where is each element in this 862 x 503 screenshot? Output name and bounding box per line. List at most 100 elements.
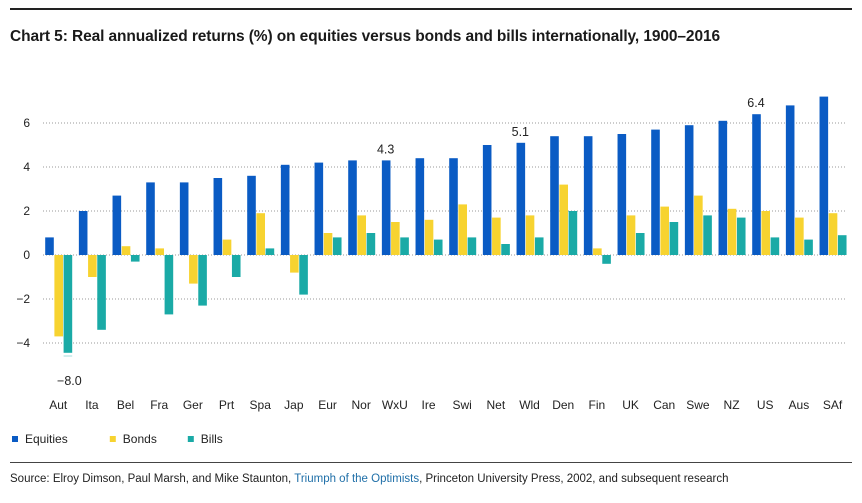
bar-bills bbox=[602, 255, 611, 264]
bar-bonds bbox=[357, 215, 366, 255]
bar-bills bbox=[366, 233, 376, 255]
bar-bills bbox=[703, 215, 712, 255]
x-tick-label: Swi bbox=[453, 398, 472, 412]
bar-bonds bbox=[222, 239, 232, 255]
chart-title: Chart 5: Real annualized returns (%) on … bbox=[10, 28, 721, 45]
bar-bills bbox=[130, 255, 140, 262]
bottom-rule bbox=[10, 462, 852, 463]
bar-equities bbox=[213, 178, 223, 255]
data-label: −8.0 bbox=[57, 374, 82, 388]
bar-bonds bbox=[828, 213, 838, 255]
x-tick-label: Den bbox=[552, 398, 574, 412]
x-tick-label: Aus bbox=[789, 398, 810, 412]
bar-bonds bbox=[626, 215, 636, 255]
bar-bonds bbox=[694, 195, 703, 255]
bar-bills bbox=[63, 255, 73, 357]
x-tick-label: Wld bbox=[519, 398, 540, 412]
bar-bonds bbox=[121, 246, 131, 255]
bar-equities bbox=[45, 237, 54, 255]
bar-bonds bbox=[323, 233, 333, 255]
bar-bills bbox=[837, 235, 847, 255]
x-tick-label: Nor bbox=[352, 398, 371, 412]
bar-equities bbox=[179, 182, 189, 255]
x-tick-label: Net bbox=[487, 398, 506, 412]
bar-equities bbox=[516, 142, 526, 255]
bar-bills bbox=[804, 239, 813, 255]
bar-bills bbox=[467, 237, 477, 255]
bar-bills bbox=[299, 255, 308, 295]
bar-equities bbox=[550, 136, 559, 255]
x-tick-label: US bbox=[757, 398, 774, 412]
legend-label-bills: Bills bbox=[201, 432, 223, 446]
x-tick-label: Bel bbox=[117, 398, 134, 412]
source-link[interactable]: Triumph of the Optimists bbox=[294, 473, 420, 485]
bar-bonds bbox=[256, 213, 265, 255]
bar-equities bbox=[348, 160, 357, 255]
bar-equities bbox=[146, 182, 155, 255]
bar-bonds bbox=[88, 255, 97, 277]
x-tick-label: Ita bbox=[85, 398, 99, 412]
bar-equities bbox=[314, 162, 324, 255]
y-tick-label: 4 bbox=[23, 160, 30, 174]
bar-bills bbox=[635, 233, 645, 255]
data-label: 6.4 bbox=[747, 96, 764, 110]
bar-bills bbox=[736, 217, 746, 255]
bar-bonds bbox=[290, 255, 299, 273]
bar-bonds bbox=[525, 215, 535, 255]
legend-swatch-bills bbox=[187, 436, 194, 442]
bar-equities bbox=[785, 105, 795, 256]
x-tick-label: Can bbox=[653, 398, 675, 412]
x-tick-label: Swe bbox=[686, 398, 710, 412]
x-tick-label: Aut bbox=[49, 398, 68, 412]
bar-equities bbox=[651, 129, 660, 255]
bar-equities bbox=[482, 145, 492, 255]
y-tick-label: −4 bbox=[16, 336, 30, 350]
x-tick-label: Ger bbox=[183, 398, 203, 412]
x-tick-label: Jap bbox=[284, 398, 304, 412]
bar-equities bbox=[752, 114, 761, 255]
data-label: 4.3 bbox=[377, 142, 394, 156]
legend-label-equities: Equities bbox=[25, 432, 68, 446]
bar-bills bbox=[164, 255, 174, 315]
bar-bills bbox=[770, 237, 780, 255]
x-tick-label: Prt bbox=[219, 398, 235, 412]
bar-bills bbox=[265, 248, 275, 255]
y-tick-label: 2 bbox=[23, 204, 30, 218]
bar-bonds bbox=[559, 184, 568, 255]
y-tick-label: −2 bbox=[16, 292, 30, 306]
bar-bills bbox=[400, 237, 409, 255]
x-tick-label: Fra bbox=[150, 398, 168, 412]
x-tick-label: UK bbox=[622, 398, 639, 412]
bar-bonds bbox=[54, 255, 63, 337]
bar-bills bbox=[332, 237, 342, 255]
bar-bonds bbox=[727, 208, 737, 255]
bar-bills bbox=[198, 255, 207, 306]
bar-equities bbox=[449, 158, 458, 255]
bar-equities bbox=[247, 175, 256, 255]
x-tick-label: Ire bbox=[422, 398, 436, 412]
bar-bills bbox=[568, 211, 578, 255]
bar-equities bbox=[78, 211, 88, 255]
x-tick-label: WxU bbox=[382, 398, 408, 412]
x-tick-label: Eur bbox=[318, 398, 337, 412]
bar-bills bbox=[231, 255, 241, 277]
bar-equities bbox=[583, 136, 593, 255]
y-tick-label: 0 bbox=[23, 248, 30, 262]
bar-equities bbox=[718, 120, 728, 255]
bar-bonds bbox=[795, 217, 804, 255]
legend-label-bonds: Bonds bbox=[123, 432, 157, 446]
bar-bonds bbox=[189, 255, 198, 284]
top-rule bbox=[10, 8, 852, 10]
bar-bills bbox=[97, 255, 106, 330]
bar-bonds bbox=[492, 217, 501, 255]
bar-bonds bbox=[660, 206, 669, 255]
bar-bills bbox=[501, 244, 510, 255]
bar-equities bbox=[819, 96, 829, 255]
source-suffix: , Princeton University Press, 2002, and … bbox=[419, 473, 729, 485]
bar-equities bbox=[381, 160, 391, 255]
legend-swatch-equities bbox=[12, 436, 18, 442]
bar-equities bbox=[617, 134, 627, 255]
bar-bills bbox=[433, 239, 443, 255]
bar-bills bbox=[534, 237, 544, 255]
bar-equities bbox=[684, 125, 694, 255]
